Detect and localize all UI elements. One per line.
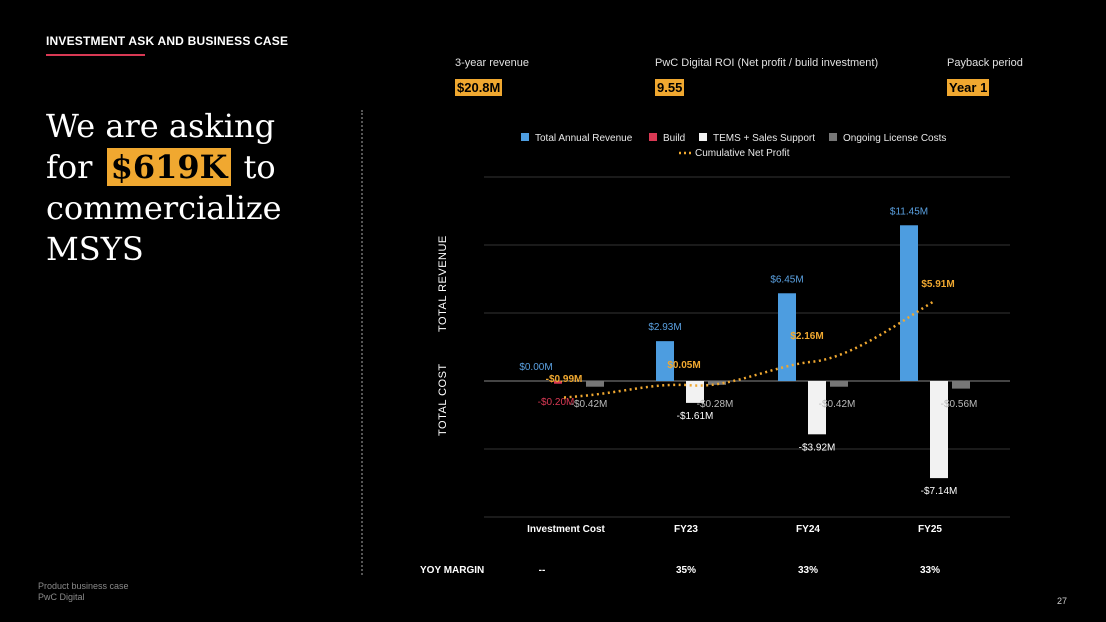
x-tick-label: FY25 — [918, 524, 942, 535]
bar-license — [830, 381, 848, 387]
cumulative-profit-line — [563, 299, 936, 399]
vertical-divider — [361, 110, 363, 575]
kpi-roi-label: PwC Digital ROI (Net profit / build inve… — [655, 57, 879, 69]
kpi-revenue: 3-year revenue $20.8M — [455, 57, 529, 96]
headline: We are asking for $619K to commercialize … — [46, 106, 346, 270]
margin-value: 35% — [676, 565, 696, 576]
legend-label: Cumulative Net Profit — [695, 148, 790, 159]
legend-swatch — [699, 133, 707, 141]
headline-line-4: MSYS — [46, 230, 144, 268]
legend-swatch — [521, 133, 529, 141]
data-label-profit: -$0.99M — [546, 374, 583, 385]
legend-label: TEMS + Sales Support — [713, 133, 815, 144]
data-label-revenue: $0.00M — [519, 362, 552, 373]
bar-tems — [808, 381, 826, 435]
data-label-license: -$0.42M — [571, 399, 608, 410]
kpi-payback-value: Year 1 — [947, 79, 990, 96]
bar-license — [952, 381, 970, 389]
data-label-revenue: $2.93M — [648, 322, 681, 333]
kpi-revenue-label: 3-year revenue — [455, 57, 529, 69]
section-underline — [46, 54, 145, 56]
kpi-payback: Payback period Year 1 — [947, 57, 1023, 96]
bar-revenue — [778, 293, 796, 381]
footer: Product business case PwC Digital — [38, 581, 129, 603]
data-label-profit: $2.16M — [790, 331, 823, 342]
margin-value: 33% — [798, 565, 818, 576]
kpi-roi-value: 9.55 — [655, 79, 685, 96]
headline-line-3: commercialize — [46, 189, 282, 227]
kpi-payback-label: Payback period — [947, 57, 1023, 69]
data-label-profit: $5.91M — [921, 279, 954, 290]
bar-tems — [930, 381, 948, 479]
page-number: 27 — [1057, 596, 1068, 606]
headline-to: to — [243, 148, 276, 186]
footer-line-1: Product business case — [38, 581, 129, 591]
bar-license — [586, 381, 604, 387]
x-tick-label: FY24 — [796, 524, 820, 535]
headline-line-1: We are asking — [46, 107, 276, 145]
footer-line-2: PwC Digital — [38, 592, 85, 602]
kpi-roi: PwC Digital ROI (Net profit / build inve… — [655, 57, 878, 96]
x-tick-label: Investment Cost — [527, 524, 605, 535]
bar-revenue — [656, 341, 674, 381]
margin-row-label: YOY MARGIN — [420, 565, 484, 576]
y-axis-title-cost: TOTAL COST — [437, 363, 449, 436]
ask-amount-badge: $619K — [106, 148, 232, 186]
data-label-tems: -$3.92M — [799, 442, 836, 453]
legend-swatch — [649, 133, 657, 141]
section-title: INVESTMENT ASK AND BUSINESS CASE — [46, 34, 289, 48]
legend-label: Build — [663, 133, 685, 144]
kpi-revenue-value: $20.8M — [455, 79, 503, 96]
data-label-license: -$0.42M — [819, 399, 856, 410]
y-axis-title-revenue: TOTAL REVENUE — [437, 235, 449, 332]
data-label-profit: $0.05M — [667, 360, 700, 371]
bar-build — [554, 381, 562, 384]
margin-value: 33% — [920, 565, 940, 576]
data-label-build: -$0.20M — [538, 397, 575, 408]
bar-revenue — [900, 225, 918, 381]
data-label-revenue: $6.45M — [770, 274, 803, 285]
headline-for: for — [46, 148, 93, 186]
legend-swatch — [829, 133, 837, 141]
data-label-revenue: $11.45M — [890, 206, 928, 217]
data-label-license: -$0.28M — [697, 399, 734, 410]
data-label-tems: -$7.14M — [921, 486, 958, 497]
legend-label: Total Annual Revenue — [535, 133, 633, 144]
data-label-license: -$0.56M — [941, 399, 978, 410]
data-label-tems: -$1.61M — [677, 411, 714, 422]
x-tick-label: FY23 — [674, 524, 698, 535]
margin-value: -- — [539, 565, 546, 576]
headline-line-2: for $619K to — [46, 147, 346, 188]
legend-label: Ongoing License Costs — [843, 133, 946, 144]
